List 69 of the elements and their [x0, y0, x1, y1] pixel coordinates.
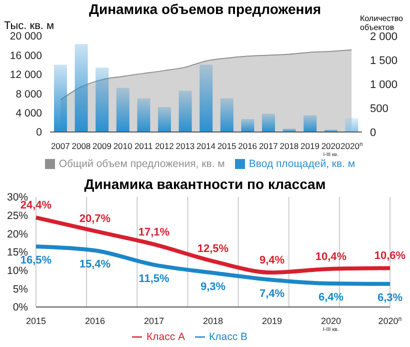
y2-axis-title: Количество объектов	[360, 14, 404, 32]
x-tick-label: 2016	[238, 141, 258, 151]
data-label: 11,5%	[138, 272, 170, 285]
y-axis-title: Тыс. кв. м	[4, 20, 54, 32]
data-label: 17,1%	[138, 226, 170, 238]
x-tick-label: 2018	[202, 316, 224, 326]
x-tick-label: 2013	[176, 141, 195, 151]
bar	[345, 118, 358, 132]
bar	[158, 107, 171, 132]
y2-tick-label: 1 000	[370, 78, 398, 91]
y-tick-label: 20%	[6, 228, 28, 240]
x-tick-label: 2007	[50, 141, 70, 151]
bar	[304, 115, 317, 132]
data-label: 12,5%	[197, 243, 229, 256]
legend-label: Ввод площадей, кв. м	[248, 158, 356, 170]
y-tick-label: 10%	[6, 265, 28, 278]
y-tick-label: 16 000	[10, 50, 42, 62]
legend-label: Общий объем предложения, кв. м	[58, 158, 225, 170]
bar	[220, 98, 234, 132]
x-tick-label: 2010	[113, 141, 133, 151]
y2-tick-label: 500	[370, 102, 388, 115]
x-tick-label: 2017	[144, 316, 164, 326]
x-tick-label: 2015	[26, 316, 46, 326]
x-tick-label: 2014	[196, 141, 216, 151]
data-label: 9,4%	[259, 254, 285, 267]
data-label: 7,4%	[259, 288, 285, 300]
y-tick-label: 0	[36, 126, 42, 139]
y2-tick-label: 0	[370, 126, 376, 139]
x-tick-label: 2016	[84, 316, 106, 326]
bar	[200, 64, 213, 132]
legend-label: Класс В	[209, 331, 248, 343]
data-label: 6,3%	[377, 292, 403, 304]
chart-title: Динамика объемов предложения	[88, 1, 322, 17]
x-tick-label: 2015	[217, 141, 237, 151]
x-tick-label: 2019	[262, 316, 282, 326]
data-label: 6,4%	[318, 292, 344, 304]
y2-tick-label: 2 000	[370, 30, 398, 43]
legend-label: Класс А	[146, 331, 185, 343]
y2-tick-label: 1 500	[370, 54, 398, 67]
x-tick-label: 2018	[280, 141, 299, 151]
bar	[137, 98, 150, 132]
data-label: 10,4%	[315, 250, 347, 263]
y-tick-label: 0%	[12, 302, 28, 314]
y-tick-label: 20 000	[10, 30, 42, 43]
chart-title: Динамика вакантности по классам	[83, 175, 327, 193]
bar	[262, 114, 275, 132]
x-tick-label: 2020$^{п}$	[340, 141, 363, 151]
y-tick-label: 12 000	[10, 69, 42, 82]
bar	[54, 64, 67, 132]
x-tick-label: 2011	[134, 141, 154, 151]
data-label: 20,7%	[79, 213, 111, 226]
y-tick-label: 4 000	[16, 108, 42, 120]
y-tick-label: 8 000	[16, 88, 42, 100]
x-tick-label: 2008	[72, 141, 91, 151]
x-tick-label: 2020$^{п}$	[378, 316, 402, 326]
data-label: 15,4%	[79, 258, 111, 271]
bar	[74, 44, 88, 132]
data-label: 9,3%	[200, 280, 226, 293]
bar	[116, 88, 130, 132]
bar	[178, 90, 192, 132]
data-label: 10,6%	[374, 250, 406, 262]
bar	[96, 68, 109, 132]
bar	[241, 119, 254, 132]
x-tick-label: 2019	[300, 141, 320, 151]
x-tick-label: 2012	[154, 141, 174, 151]
x-tick-label: 2009	[92, 141, 112, 151]
y-tick-label: 25%	[6, 210, 28, 222]
y-tick-label: 5%	[12, 283, 28, 296]
x-tick-label: 2017	[258, 141, 278, 151]
